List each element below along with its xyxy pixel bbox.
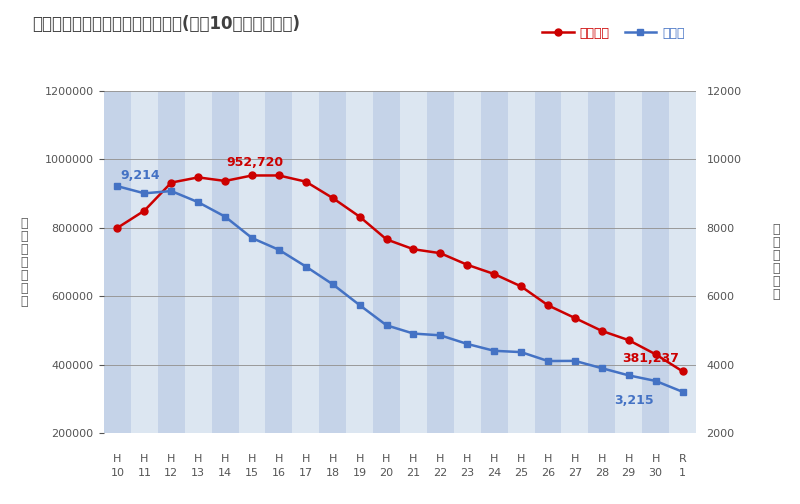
Legend: 発生件数, 死者数: 発生件数, 死者数 <box>538 22 690 44</box>
Bar <box>346 91 373 433</box>
Bar <box>373 91 400 433</box>
Text: 22: 22 <box>434 468 447 478</box>
Text: H: H <box>329 454 337 464</box>
Bar <box>669 91 696 433</box>
Bar <box>427 91 454 433</box>
Text: 25: 25 <box>514 468 528 478</box>
Text: 16: 16 <box>272 468 286 478</box>
Text: H: H <box>355 454 364 464</box>
Text: 24: 24 <box>487 468 502 478</box>
Text: H: H <box>274 454 283 464</box>
Bar <box>588 91 615 433</box>
Text: H: H <box>517 454 526 464</box>
Text: 30: 30 <box>649 468 662 478</box>
Text: H: H <box>544 454 552 464</box>
Text: 死
者
数
（
人
）: 死 者 数 （ 人 ） <box>772 223 780 301</box>
Bar <box>212 91 238 433</box>
Text: H: H <box>598 454 606 464</box>
Text: H: H <box>194 454 202 464</box>
Bar <box>481 91 508 433</box>
Text: 9,214: 9,214 <box>120 169 160 182</box>
Bar <box>534 91 562 433</box>
Text: H: H <box>410 454 418 464</box>
Text: 19: 19 <box>353 468 366 478</box>
Text: 28: 28 <box>594 468 609 478</box>
Text: H: H <box>302 454 310 464</box>
Text: 10: 10 <box>110 468 125 478</box>
Text: 23: 23 <box>460 468 474 478</box>
Text: 18: 18 <box>326 468 340 478</box>
Bar <box>562 91 588 433</box>
Bar <box>131 91 158 433</box>
Bar <box>508 91 534 433</box>
Text: H: H <box>382 454 390 464</box>
Bar <box>238 91 266 433</box>
Text: 11: 11 <box>138 468 151 478</box>
Text: H: H <box>167 454 175 464</box>
Bar <box>158 91 185 433</box>
Text: 発
生
件
数
（
件
）: 発 生 件 数 （ 件 ） <box>20 217 28 307</box>
Bar <box>185 91 212 433</box>
Text: 13: 13 <box>191 468 205 478</box>
Text: 381,237: 381,237 <box>622 352 678 365</box>
Text: H: H <box>140 454 149 464</box>
Text: 26: 26 <box>541 468 555 478</box>
Text: 29: 29 <box>622 468 636 478</box>
Text: 15: 15 <box>245 468 259 478</box>
Text: H: H <box>248 454 256 464</box>
Text: 14: 14 <box>218 468 232 478</box>
Text: 12: 12 <box>164 468 178 478</box>
Text: H: H <box>625 454 633 464</box>
Text: H: H <box>436 454 445 464</box>
Bar <box>104 91 131 433</box>
Text: H: H <box>570 454 579 464</box>
Text: H: H <box>463 454 471 464</box>
Bar <box>615 91 642 433</box>
Text: 21: 21 <box>406 468 421 478</box>
Text: H: H <box>490 454 498 464</box>
Bar <box>319 91 346 433</box>
Bar <box>400 91 427 433</box>
Bar <box>292 91 319 433</box>
Text: 3,215: 3,215 <box>614 394 654 407</box>
Text: 1: 1 <box>679 468 686 478</box>
Text: 27: 27 <box>568 468 582 478</box>
Text: H: H <box>651 454 660 464</box>
Text: H: H <box>221 454 230 464</box>
Text: R: R <box>678 454 686 464</box>
Bar <box>642 91 669 433</box>
Text: 17: 17 <box>298 468 313 478</box>
Bar <box>266 91 292 433</box>
Text: H: H <box>114 454 122 464</box>
Bar <box>454 91 481 433</box>
Text: 交通事故発生件数と死者数の推移(平成10年～令和元年): 交通事故発生件数と死者数の推移(平成10年～令和元年) <box>32 15 300 33</box>
Text: 20: 20 <box>379 468 394 478</box>
Text: 952,720: 952,720 <box>226 156 283 169</box>
